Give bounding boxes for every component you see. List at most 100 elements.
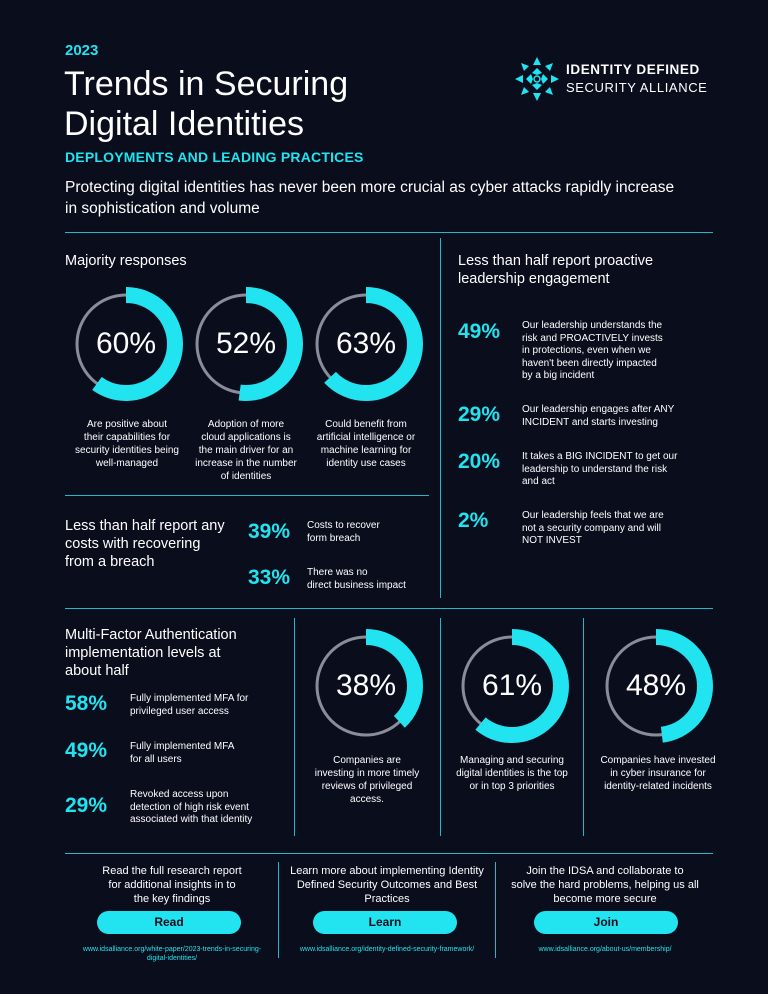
join-link[interactable]: www.idsalliance.org/about-us/membership/ xyxy=(500,945,710,954)
cta-learn-text: Learn more about implementing Identity D… xyxy=(280,864,494,906)
cta-line: Defined Security Outcomes and Best xyxy=(296,879,478,891)
page-subtitle: DEPLOYMENTS AND LEADING PRACTICES xyxy=(65,149,364,165)
read-link[interactable]: www.idsalliance.org/white-paper/2023-tre… xyxy=(70,945,274,963)
majority-pct-1: 60% xyxy=(95,327,157,360)
breach-pct-1: 39% xyxy=(248,520,291,543)
stat-line: Our leadership understands the xyxy=(522,320,663,331)
breach-text-2: There was no direct business impact xyxy=(307,567,406,592)
title-line: implementation levels at xyxy=(65,645,221,661)
stat-line: detection of high risk event xyxy=(130,801,249,813)
majority-title: Majority responses xyxy=(65,253,187,269)
stat-line: by a big incident xyxy=(522,370,595,381)
stat-line: Our leadership feels that we are xyxy=(522,510,664,521)
divider-bottom xyxy=(65,853,713,854)
cta-line: the key findings xyxy=(133,893,211,905)
ring-value-arc xyxy=(309,629,423,743)
title-line: Multi-Factor Authentication xyxy=(65,627,237,643)
caption-line: reviews of privileged xyxy=(321,781,413,792)
mfa-pct-3: 29% xyxy=(65,794,108,817)
mfa-pct-2: 49% xyxy=(65,739,108,762)
learn-link[interactable]: www.idsalliance.org/identity-defined-sec… xyxy=(282,945,492,954)
caption-line: identity use cases xyxy=(326,458,406,469)
mfa-text-2: Fully implemented MFA for all users xyxy=(130,741,234,766)
title-line: Less than half report proactive xyxy=(458,253,654,269)
leadership-title: Less than half report proactive leadersh… xyxy=(458,252,718,288)
cta-line: Practices xyxy=(364,893,410,905)
logo-text-line-1: IDENTITY DEFINED xyxy=(566,62,700,77)
stat-line: for all users xyxy=(130,753,182,765)
cta-read-text: Read the full research report for additi… xyxy=(74,864,270,906)
ring-value-arc xyxy=(455,629,569,743)
ring-value-arc xyxy=(69,287,183,401)
stat-line: form breach xyxy=(307,532,361,544)
divider-cta-1 xyxy=(278,862,279,958)
bottom-caption-1: Companies are investing in more timely r… xyxy=(300,754,434,806)
leadership-text-3: It takes a BIG INCIDENT to get our leade… xyxy=(522,451,677,489)
breach-pct-2: 33% xyxy=(248,566,291,589)
majority-pct-3: 63% xyxy=(335,327,397,360)
majority-caption-3: Could benefit from artificial intelligen… xyxy=(298,418,434,470)
caption-line: cloud applications is xyxy=(201,432,291,443)
caption-line: their capabilities for xyxy=(83,432,171,443)
caption-line: Managing and securing xyxy=(460,755,564,766)
url-line[interactable]: www.idsalliance.org/white-paper/2023-tre… xyxy=(82,946,262,953)
url-line[interactable]: www.idsalliance.org/identity-defined-sec… xyxy=(299,946,475,953)
caption-line: access. xyxy=(350,794,384,805)
title-line-2: Digital Identities xyxy=(64,105,305,143)
caption-line: Are positive about xyxy=(86,419,168,430)
title-line: about half xyxy=(65,663,129,679)
caption-line: digital identities is the top xyxy=(456,768,568,779)
ring-value-arc xyxy=(599,629,713,743)
divider-top xyxy=(65,232,713,233)
caption-line: increase in the number xyxy=(195,458,297,469)
stat-line: Fully implemented MFA for xyxy=(130,693,249,704)
mfa-text-1: Fully implemented MFA for privileged use… xyxy=(130,693,248,718)
majority-caption-2: Adoption of more cloud applications is t… xyxy=(178,418,314,483)
divider-vertical-lower-3 xyxy=(583,618,584,836)
idsa-logo-icon xyxy=(515,57,559,101)
stat-line: direct business impact xyxy=(307,579,406,591)
url-line[interactable]: digital-identities/ xyxy=(146,955,198,962)
bottom-caption-2: Managing and securing digital identities… xyxy=(444,754,580,793)
leadership-text-4: Our leadership feels that we are not a s… xyxy=(522,510,664,548)
ring-value-arc xyxy=(189,287,303,401)
leadership-pct-2: 29% xyxy=(458,403,501,426)
learn-button[interactable]: Learn xyxy=(313,911,457,934)
stat-line: associated with that identity xyxy=(130,814,253,825)
stat-line: Revoked access upon xyxy=(130,789,229,800)
report-year: 2023 xyxy=(65,42,99,59)
stat-line: leadership to understand the risk xyxy=(522,463,668,475)
caption-line: or in top 3 priorities xyxy=(469,781,555,792)
divider-middle xyxy=(65,608,713,609)
divider-vertical-upper xyxy=(440,238,441,598)
stat-line: NOT INVEST xyxy=(522,535,582,546)
majority-pct-2: 52% xyxy=(215,327,277,360)
cta-join-text: Join the IDSA and collaborate to solve t… xyxy=(498,864,712,906)
stat-line: privileged user access xyxy=(130,705,229,717)
mfa-title: Multi-Factor Authentication implementati… xyxy=(65,626,285,680)
bottom-pct-2: 61% xyxy=(481,669,543,702)
caption-line: security identities being xyxy=(75,445,179,456)
read-button[interactable]: Read xyxy=(97,911,241,934)
cta-line: Read the full research report xyxy=(102,865,242,877)
leadership-text-1: Our leadership understands the risk and … xyxy=(522,320,663,383)
cta-line: Join the IDSA and collaborate to xyxy=(526,865,684,877)
join-button[interactable]: Join xyxy=(534,911,678,934)
cta-line: for additional insights in to xyxy=(108,879,236,891)
stat-line: It takes a BIG INCIDENT to get our xyxy=(522,451,678,462)
stat-line: haven't been directly impacted xyxy=(522,357,657,369)
divider-left-middle xyxy=(65,495,429,496)
stat-line: Costs to recover xyxy=(307,520,380,531)
cta-line: become more secure xyxy=(553,893,657,905)
mfa-pct-1: 58% xyxy=(65,692,108,715)
stat-line: Fully implemented MFA xyxy=(130,741,235,752)
caption-line: Could benefit from xyxy=(325,419,407,430)
leadership-text-2: Our leadership engages after ANY INCIDEN… xyxy=(522,404,674,429)
ring-value-arc xyxy=(309,287,423,401)
divider-vertical-lower-2 xyxy=(440,618,441,836)
url-line[interactable]: www.idsalliance.org/about-us/membership/ xyxy=(538,946,672,953)
caption-line: in cyber insurance for xyxy=(610,768,706,779)
caption-line: artificial intelligence or xyxy=(316,432,416,443)
breach-title: Less than half report any costs with rec… xyxy=(65,517,245,571)
stat-line: There was no xyxy=(307,567,368,578)
